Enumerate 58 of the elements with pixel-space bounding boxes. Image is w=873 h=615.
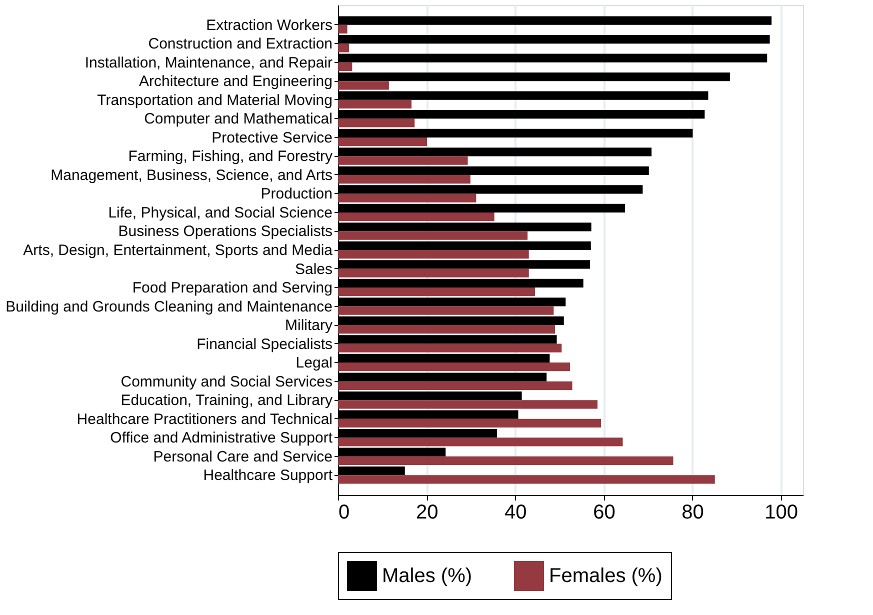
bar	[338, 156, 468, 165]
y-tick-label: Food Preparation and Serving	[132, 280, 332, 297]
bar	[338, 24, 348, 34]
y-tick-label: Legal	[296, 354, 332, 372]
bar	[338, 438, 623, 446]
y-tick-label: Production	[260, 186, 332, 203]
bar	[338, 381, 572, 390]
bar	[338, 344, 562, 352]
x-tick-label: 0	[338, 502, 350, 524]
y-tick-label: Financial Specialists	[196, 336, 332, 353]
y-tick-label: Healthcare Support	[203, 467, 334, 484]
bar	[338, 456, 674, 465]
y-tick-label: Sales	[294, 260, 332, 278]
y-tick-label: Arts, Design, Entertainment, Sports and Media	[23, 242, 334, 259]
y-tick-label: Education, Training, and Library	[120, 392, 333, 410]
bar	[338, 475, 715, 484]
bar	[338, 118, 415, 128]
bar	[338, 44, 350, 52]
x-tick-label: 40	[504, 502, 527, 524]
y-tick-label: Healthcare Practitioners and Technical	[76, 410, 332, 428]
y-tick-label: Community and Social Services	[120, 373, 332, 390]
x-tick-label: 60	[593, 502, 616, 524]
bar	[338, 194, 476, 202]
y-tick-label: Business Operations Specialists	[118, 223, 332, 240]
bar	[338, 268, 529, 278]
bar	[338, 418, 602, 428]
bar	[338, 212, 494, 222]
y-tick-label: Extraction Workers	[206, 16, 332, 34]
y-tick-label: Military	[285, 317, 333, 334]
legend-label: Males (%)	[382, 565, 472, 587]
bar	[338, 174, 470, 184]
y-tick-label: Office and Administrative Support	[110, 430, 334, 447]
y-tick-label: Transportation and Material Moving	[97, 92, 332, 109]
legend-label: Females (%)	[549, 565, 662, 587]
bar	[338, 137, 428, 146]
bar	[338, 288, 536, 296]
bar	[338, 306, 554, 315]
bar	[338, 250, 529, 259]
bar	[338, 325, 555, 334]
y-tick-label: Protective Service	[212, 129, 332, 146]
y-tick-label: Personal Care and Service	[153, 448, 332, 466]
y-tick-label: Architecture and Engineering	[139, 73, 332, 90]
bar	[338, 362, 570, 372]
bar	[338, 81, 389, 90]
x-tick-label: 80	[682, 502, 704, 524]
y-tick-label: Management, Business, Science, and Arts	[50, 166, 332, 184]
y-tick-label: Farming, Fishing, and Forestry	[128, 148, 333, 166]
bar	[338, 400, 598, 409]
x-tick-label: 100	[764, 502, 798, 524]
y-tick-label: Construction and Extraction	[148, 36, 332, 53]
y-tick-label: Building and Grounds Cleaning and Maintenance	[6, 298, 332, 316]
x-tick-label: 20	[416, 502, 438, 524]
y-tick-label: Installation, Maintenance, and Repair	[84, 54, 332, 72]
bar	[338, 231, 528, 240]
bar	[338, 100, 412, 109]
y-tick-label: Computer and Mathematical	[144, 110, 332, 128]
bar	[338, 62, 352, 72]
y-tick-label: Life, Physical, and Social Science	[108, 204, 332, 222]
